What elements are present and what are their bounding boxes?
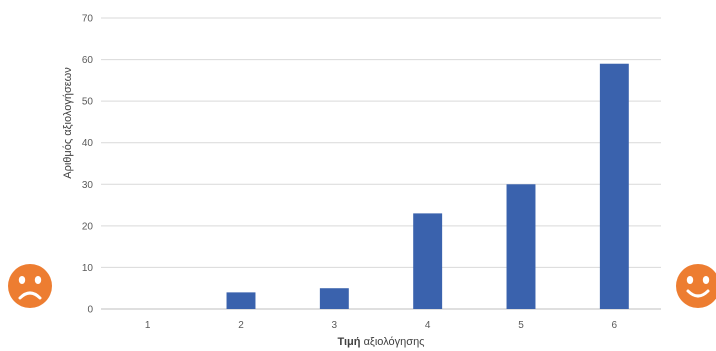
x-tick-label: 6 [612,320,618,331]
sad-face-eye-right [34,276,42,284]
sad-face-mouth [18,291,42,300]
happy-face-eye-right [702,276,710,284]
y-tick-label: 10 [82,263,94,274]
bar-2 [226,292,256,309]
x-axis-title-bold: Τιμή [337,336,360,348]
bar-6 [599,63,629,309]
bars [226,63,629,309]
happy-face-mouth [686,289,710,298]
x-tick-label: 4 [425,320,431,331]
y-tick-label: 60 [82,55,94,66]
y-axis-ticks: 0 10 20 30 40 50 60 70 [82,14,94,316]
sad-face-eye-left [18,276,26,284]
sad-face-circle [8,264,52,308]
x-tick-label: 2 [238,320,244,331]
x-axis-title-rest: αξιολόγησης [361,336,425,348]
happy-face-circle [676,264,716,308]
x-tick-label: 3 [332,320,338,331]
sad-face-icon [8,264,52,308]
x-tick-label: 5 [518,320,524,331]
happy-face-icon [676,264,716,308]
x-tick-label: 1 [145,320,151,331]
y-tick-label: 20 [82,221,94,232]
y-tick-label: 0 [87,305,93,316]
bar-5 [506,184,536,309]
y-tick-label: 40 [82,138,94,149]
axis-titles: Τιμή αξιολόγησης Αριθμός αξιολογήσεων [62,67,425,348]
gridlines [101,17,661,310]
bar-4 [413,213,443,309]
y-tick-label: 30 [82,180,94,191]
x-axis-ticks: 1 2 3 4 5 6 [145,320,618,331]
y-axis-title: Αριθμός αξιολογήσεων [62,67,74,179]
x-axis-title: Τιμή αξιολόγησης [337,336,424,348]
y-tick-label: 50 [82,97,94,108]
bar-3 [319,288,349,309]
happy-face-eye-left [686,276,694,284]
y-tick-label: 70 [82,14,94,25]
